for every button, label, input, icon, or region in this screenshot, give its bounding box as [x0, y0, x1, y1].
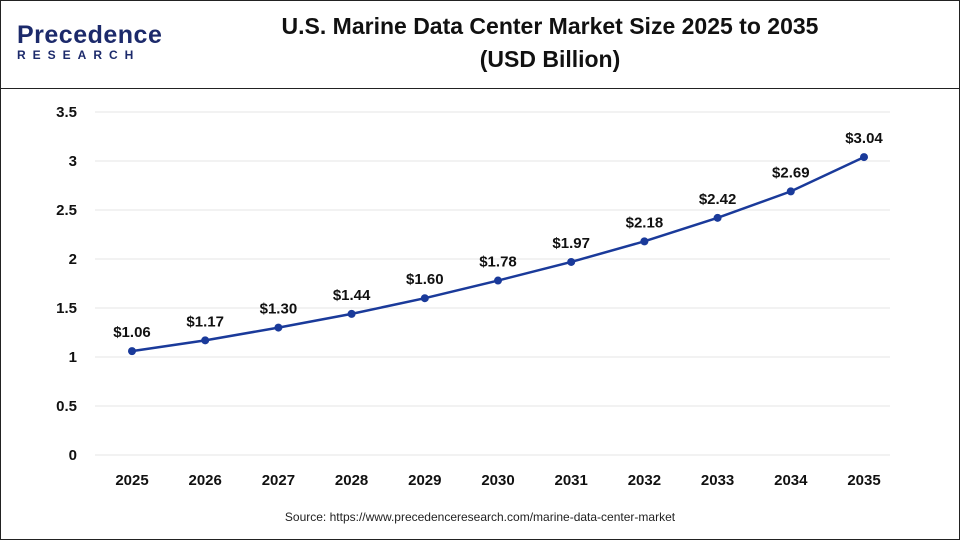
logo-top-text: Precedence	[17, 21, 163, 49]
x-tick-label: 2028	[335, 472, 368, 489]
x-tick-label: 2033	[701, 472, 734, 489]
data-label: $1.06	[113, 324, 151, 341]
data-point	[274, 323, 283, 332]
data-point	[640, 237, 649, 246]
y-tick-label: 3	[69, 153, 77, 170]
x-tick-label: 2029	[408, 472, 441, 489]
data-label: $2.18	[626, 214, 664, 231]
x-tick-label: 2031	[555, 472, 588, 489]
x-tick-label: 2034	[774, 472, 808, 489]
data-point	[860, 153, 868, 162]
precedence-research-logo: Precedence RESEARCH	[17, 21, 163, 62]
data-label: $1.30	[260, 301, 298, 318]
x-tick-label: 2035	[847, 472, 880, 489]
data-label: $1.17	[186, 313, 224, 330]
data-label: $1.44	[333, 287, 371, 304]
y-tick-label: 0	[69, 447, 77, 464]
x-tick-label: 2026	[189, 472, 222, 489]
data-point	[420, 294, 429, 303]
logo-bottom-text: RESEARCH	[17, 48, 141, 62]
data-label: $2.69	[772, 164, 810, 181]
data-label: $3.04	[845, 130, 883, 147]
y-tick-label: 1	[69, 349, 77, 366]
data-point	[201, 336, 210, 345]
data-label: $1.60	[406, 271, 444, 288]
header: Precedence RESEARCH U.S. Marine Data Cen…	[0, 0, 960, 89]
x-tick-label: 2030	[481, 472, 514, 489]
data-point	[494, 276, 502, 285]
data-label: $1.97	[552, 235, 590, 252]
x-tick-label: 2027	[262, 472, 295, 489]
y-tick-label: 2	[69, 251, 77, 268]
chart-title: U.S. Marine Data Center Market Size 2025…	[230, 10, 870, 76]
data-point	[567, 257, 576, 266]
data-point	[347, 309, 356, 318]
y-tick-label: 0.5	[56, 398, 77, 415]
data-point	[713, 213, 722, 222]
x-tick-label: 2025	[115, 472, 148, 489]
y-tick-label: 2.5	[56, 202, 77, 219]
title-line-1: U.S. Marine Data Center Market Size 2025…	[281, 13, 819, 39]
data-label: $2.42	[699, 191, 737, 208]
data-label: $1.78	[479, 254, 517, 271]
x-tick-label: 2032	[628, 472, 661, 489]
title-line-2: (USD Billion)	[479, 46, 621, 72]
data-point	[786, 187, 795, 196]
y-tick-label: 1.5	[56, 300, 77, 317]
data-point	[128, 347, 136, 356]
y-tick-label: 3.5	[56, 104, 77, 121]
source-text: Source: https://www.precedenceresearch.c…	[284, 510, 676, 524]
